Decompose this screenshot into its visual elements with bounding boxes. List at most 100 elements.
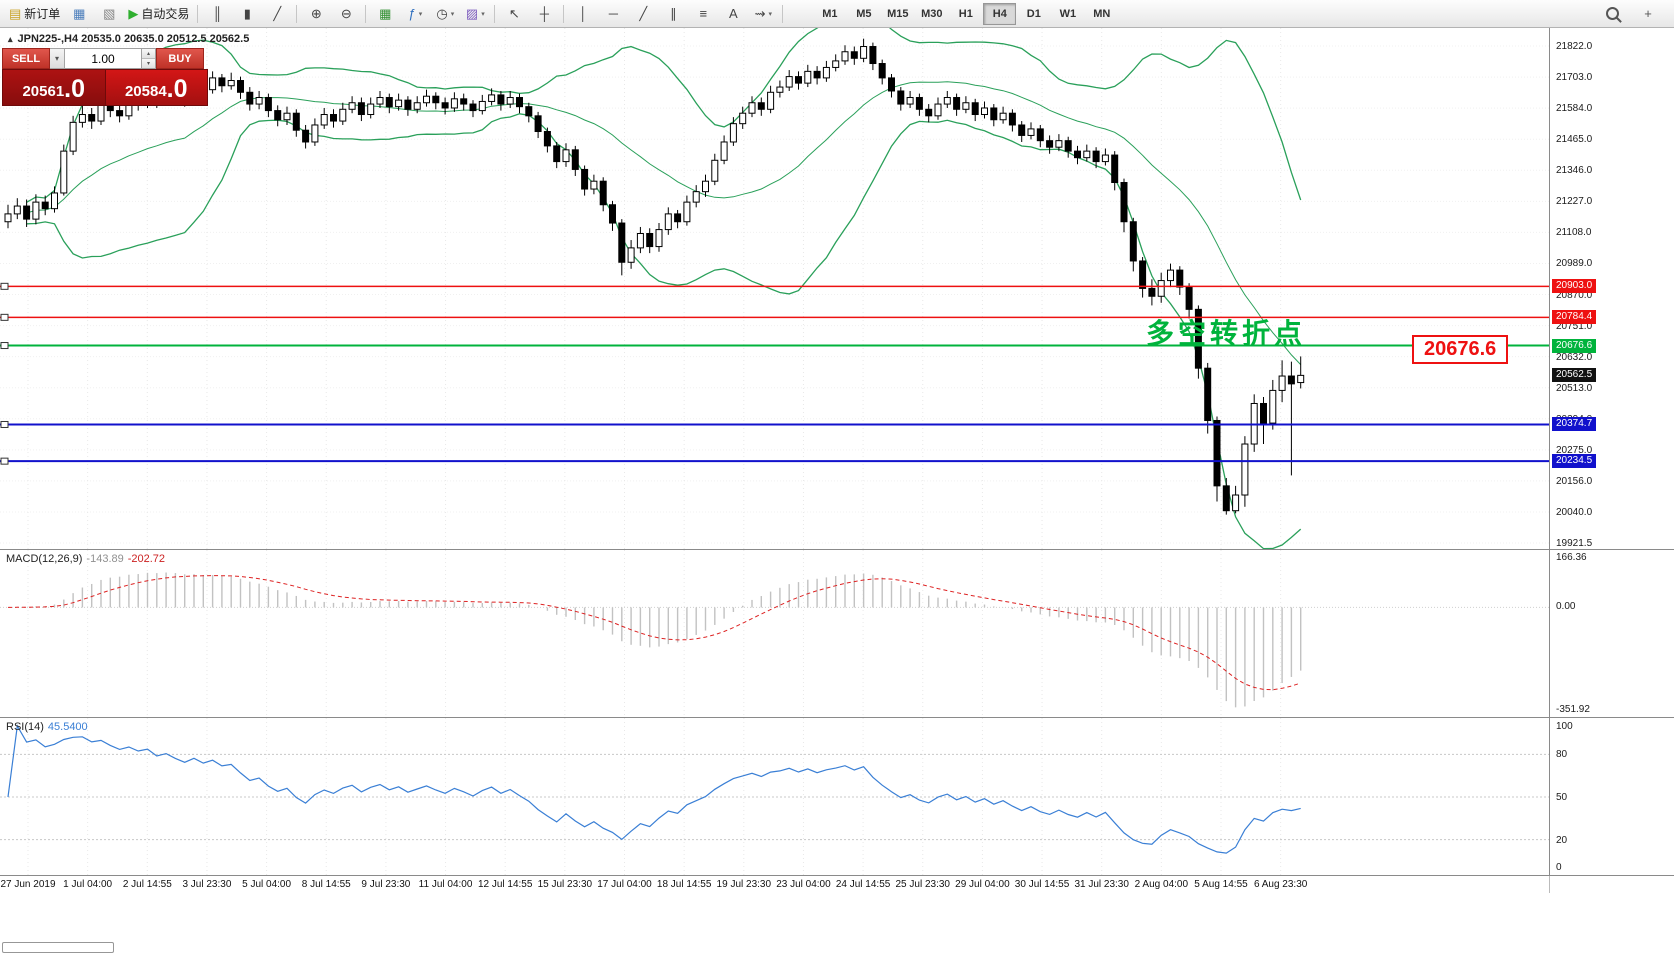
volume-dropdown[interactable]: ▾ xyxy=(50,48,65,69)
volume-down-button[interactable]: ▾ xyxy=(142,58,155,68)
buy-price-main: 20584 xyxy=(124,83,167,100)
macd-name: MACD(12,26,9) xyxy=(6,553,83,565)
hline-handle[interactable] xyxy=(0,282,9,290)
text-button[interactable]: A xyxy=(718,2,748,26)
timeframe-m30[interactable]: M30 xyxy=(921,7,943,20)
sell-price[interactable]: 20561.0 xyxy=(2,69,105,106)
price-tick-label: 20156.0 xyxy=(1556,475,1593,487)
chevron-down-icon: ▾ xyxy=(481,10,485,18)
periods-button[interactable]: ◷ ▾ xyxy=(430,2,460,26)
hline-handle[interactable] xyxy=(0,420,9,428)
price-chart-plot[interactable] xyxy=(0,28,1549,549)
timeframe-d1[interactable]: D1 xyxy=(1026,7,1041,20)
templates-button[interactable]: ▨ ▾ xyxy=(460,2,490,26)
timeframe-m5[interactable]: M5 xyxy=(856,7,872,20)
rsi-label: RSI(14) 45.5400 xyxy=(6,721,88,733)
bar-chart-button[interactable]: ║ xyxy=(202,2,232,26)
timeframe-m15[interactable]: M15 xyxy=(887,7,909,20)
profiles-icon: ▧ xyxy=(103,6,116,21)
time-label: 30 Jul 14:55 xyxy=(1014,879,1070,890)
autotrade-button[interactable]: ▶ 自动交易 xyxy=(124,2,193,26)
price-tick-label: 20989.0 xyxy=(1556,258,1593,270)
candlestick-chart-icon: ▮ xyxy=(243,6,251,21)
price-tick-label: 20040.0 xyxy=(1556,506,1593,518)
macd-pane[interactable]: 166.36 0.00 -351.92 MACD(12,26,9) -143.89 -2… xyxy=(0,550,1674,718)
autotrade-icon: ▶ xyxy=(128,6,139,21)
toolbar-separator xyxy=(365,4,367,23)
volume-input[interactable] xyxy=(65,48,142,69)
sell-price-decimal: .0 xyxy=(64,75,86,103)
hline-handle[interactable] xyxy=(0,313,9,321)
quick-add-button[interactable]: + xyxy=(1633,2,1663,26)
buy-price[interactable]: 20584.0 xyxy=(104,69,208,106)
quick-nav-box[interactable] xyxy=(2,942,114,953)
time-label: 27 Jun 2019 xyxy=(0,879,56,890)
vertical-line-button[interactable]: │ xyxy=(568,2,598,26)
rsi-axis: 100 80 50 20 0 xyxy=(1549,718,1674,875)
hline-handle[interactable] xyxy=(0,342,9,350)
chart-window-button[interactable]: ▦ xyxy=(64,2,94,26)
timeframe-h1[interactable]: H1 xyxy=(958,7,973,20)
sell-button[interactable]: SELL xyxy=(2,48,50,69)
price-tick-label: 21703.0 xyxy=(1556,72,1593,84)
time-label: 15 Jul 23:30 xyxy=(537,879,593,890)
horizontal-line-icon: ─ xyxy=(608,6,618,21)
rsi-tick-label: 0 xyxy=(1556,862,1562,873)
time-axis: 27 Jun 2019 1 Jul 04:00 2 Jul 14:55 3 Jul 2… xyxy=(0,875,1674,893)
zoom-in-icon: ⊕ xyxy=(310,6,322,21)
crosshair-icon: ┼ xyxy=(539,6,549,21)
price-chart-pane[interactable]: 21822.0 21703.0 21584.0 21465.0 21346.0 21227… xyxy=(0,28,1674,550)
volume-up-button[interactable]: ▴ xyxy=(142,49,155,58)
sell-price-main: 20561 xyxy=(22,83,65,100)
rsi-pane[interactable]: 100 80 50 20 0 RSI(14) 45.5400 xyxy=(0,718,1674,875)
tile-windows-button[interactable]: ▦ xyxy=(370,2,400,26)
hline-handle[interactable] xyxy=(0,457,9,465)
candlestick-chart-button[interactable]: ▮ xyxy=(232,2,262,26)
price-tick-label: 20275.0 xyxy=(1556,444,1593,456)
buy-button[interactable]: BUY xyxy=(156,48,204,69)
time-label: 6 Aug 23:30 xyxy=(1253,879,1308,890)
bar-chart-icon: ║ xyxy=(212,6,222,21)
channel-button[interactable]: ∥ xyxy=(658,2,688,26)
text-icon: A xyxy=(728,6,738,21)
zoom-out-icon: ⊖ xyxy=(340,6,352,21)
search-button[interactable] xyxy=(1597,2,1627,26)
cursor-button[interactable]: ↖ xyxy=(499,2,529,26)
chevron-down-icon: ▾ xyxy=(54,54,59,63)
time-label: 18 Jul 14:55 xyxy=(656,879,712,890)
price-line-tag: 20374.7 xyxy=(1552,417,1597,432)
timeframe-m1[interactable]: M1 xyxy=(822,7,838,20)
zoom-out-button[interactable]: ⊖ xyxy=(331,2,361,26)
horizontal-line-button[interactable]: ─ xyxy=(598,2,628,26)
trendline-button[interactable]: ╱ xyxy=(628,2,658,26)
crosshair-button[interactable]: ┼ xyxy=(529,2,559,26)
arrows-button[interactable]: ⇝ ▾ xyxy=(748,2,778,26)
line-chart-button[interactable]: ╱ xyxy=(262,2,292,26)
time-label: 19 Jul 23:30 xyxy=(716,879,772,890)
time-label: 31 Jul 23:30 xyxy=(1074,879,1129,890)
price-tick-label: 20870.0 xyxy=(1556,289,1593,301)
fibonacci-icon: ≡ xyxy=(699,6,708,21)
timeframe-mn[interactable]: MN xyxy=(1093,7,1111,20)
fibonacci-button[interactable]: ≡ xyxy=(688,2,718,26)
macd-main-value: -143.89 xyxy=(86,553,124,565)
toolbar-separator xyxy=(494,4,496,23)
chart-annotation-text[interactable]: 多空转折点 xyxy=(1146,318,1307,349)
new-order-button[interactable]: ▤ 新订单 xyxy=(5,2,64,26)
price-tick-label: 21346.0 xyxy=(1556,165,1593,177)
timeframe-h4[interactable]: H4 xyxy=(983,2,1017,25)
chart-window: 21822.0 21703.0 21584.0 21465.0 21346.0 21227… xyxy=(0,28,1674,955)
price-callout-label[interactable]: 20676.6 xyxy=(1412,335,1509,364)
bollinger-lower-line xyxy=(26,113,1302,549)
toolbar-separator xyxy=(782,4,784,23)
price-line-tag: 20676.6 xyxy=(1552,338,1597,353)
time-label: 2 Jul 14:55 xyxy=(122,879,172,890)
indicators-button[interactable]: ƒ ▾ xyxy=(400,2,430,26)
time-label: 9 Jul 23:30 xyxy=(361,879,411,890)
zoom-in-button[interactable]: ⊕ xyxy=(301,2,331,26)
timeframe-w1[interactable]: W1 xyxy=(1059,7,1077,20)
candles-layer xyxy=(4,38,1305,515)
rsi-tick-label: 50 xyxy=(1556,792,1568,803)
profiles-button[interactable]: ▧ xyxy=(94,2,124,26)
one-click-trading-panel: SELL ▾ ▴ ▾ BUY 20561.0 20584.0 xyxy=(2,48,208,106)
